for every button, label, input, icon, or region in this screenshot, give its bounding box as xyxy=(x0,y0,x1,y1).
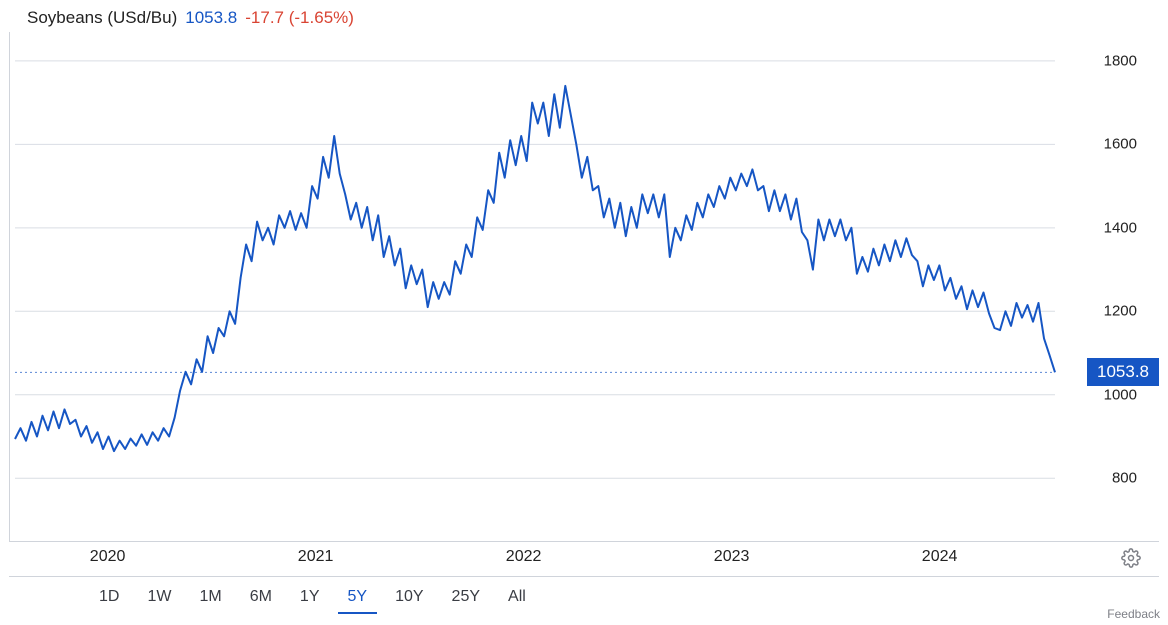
range-6m[interactable]: 6M xyxy=(240,582,282,614)
instrument-title: Soybeans (USd/Bu) xyxy=(27,8,177,28)
range-all[interactable]: All xyxy=(498,582,536,614)
current-price: 1053.8 xyxy=(185,8,237,28)
feedback-link[interactable]: Feedback xyxy=(1107,607,1160,621)
range-25y[interactable]: 25Y xyxy=(442,582,490,614)
range-1m[interactable]: 1M xyxy=(189,582,231,614)
range-1w[interactable]: 1W xyxy=(137,582,181,614)
x-axis: 2020 2021 2022 2023 2024 xyxy=(9,548,1159,576)
x-axis-label: 2021 xyxy=(298,548,334,566)
range-5y[interactable]: 5Y xyxy=(338,582,378,614)
y-axis-label: 1000 xyxy=(1104,386,1137,403)
y-axis-label: 1600 xyxy=(1104,136,1137,153)
settings-icon[interactable] xyxy=(1121,548,1141,573)
chart-header: Soybeans (USd/Bu) 1053.8 -17.7 (-1.65%) xyxy=(9,8,1159,30)
y-axis-label: 1200 xyxy=(1104,303,1137,320)
chart-area[interactable]: 800 1000 1200 1400 1600 1800 1053.8 xyxy=(9,32,1159,542)
x-axis-label: 2020 xyxy=(90,548,126,566)
range-1d[interactable]: 1D xyxy=(89,582,129,614)
range-10y[interactable]: 10Y xyxy=(385,582,433,614)
range-1y[interactable]: 1Y xyxy=(290,582,330,614)
price-line-chart xyxy=(10,32,1160,542)
y-axis-label: 800 xyxy=(1112,470,1137,487)
x-axis-label: 2022 xyxy=(506,548,542,566)
price-change: -17.7 (-1.65%) xyxy=(245,8,354,28)
x-axis-label: 2023 xyxy=(714,548,750,566)
y-axis-label: 1400 xyxy=(1104,219,1137,236)
y-axis-label: 1800 xyxy=(1104,52,1137,69)
current-price-badge: 1053.8 xyxy=(1087,358,1159,386)
x-axis-label: 2024 xyxy=(922,548,958,566)
range-selector: 1D1W1M 6M1Y5Y10Y 25YAll xyxy=(9,576,1159,618)
